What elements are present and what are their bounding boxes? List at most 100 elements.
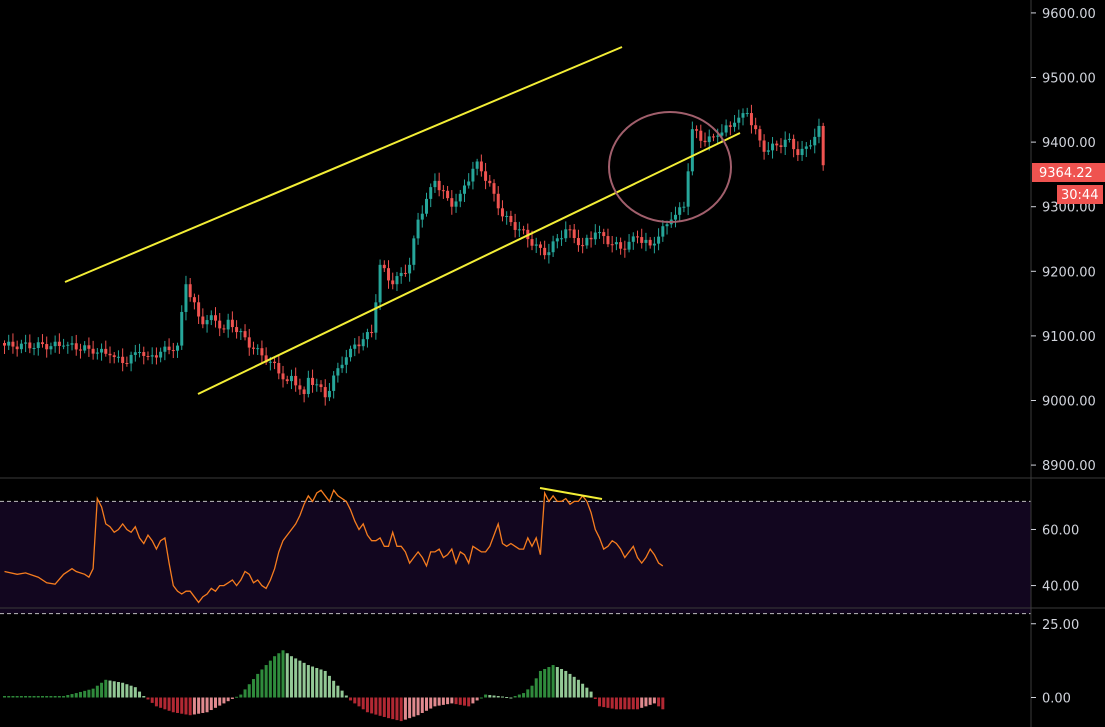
candle[interactable] — [395, 271, 399, 291]
candle[interactable] — [91, 340, 95, 360]
candle[interactable] — [606, 228, 610, 248]
candle[interactable] — [78, 343, 82, 359]
candle[interactable] — [40, 334, 44, 348]
candle[interactable] — [285, 375, 289, 385]
candle[interactable] — [560, 230, 564, 246]
channel-lower-trendline[interactable] — [197, 132, 741, 395]
candle[interactable] — [484, 162, 488, 190]
candle[interactable] — [657, 228, 661, 251]
candle[interactable] — [598, 225, 602, 239]
candle[interactable] — [627, 234, 631, 253]
candle[interactable] — [441, 185, 445, 199]
candle[interactable] — [623, 240, 627, 258]
candle[interactable] — [543, 240, 547, 260]
candle[interactable] — [247, 328, 251, 356]
candle[interactable] — [728, 121, 732, 136]
candle[interactable] — [28, 334, 32, 354]
candle[interactable] — [214, 307, 217, 328]
candle[interactable] — [150, 347, 154, 365]
candle[interactable] — [686, 163, 690, 216]
candle[interactable] — [32, 343, 36, 356]
candle[interactable] — [749, 104, 753, 134]
candle[interactable] — [311, 369, 315, 393]
candle[interactable] — [555, 234, 559, 249]
candle[interactable] — [260, 340, 264, 364]
candle[interactable] — [745, 107, 749, 117]
candle[interactable] — [644, 232, 648, 252]
candle[interactable] — [492, 179, 496, 202]
candle[interactable] — [568, 224, 572, 238]
candle[interactable] — [19, 339, 23, 354]
candle[interactable] — [678, 202, 682, 222]
candle[interactable] — [766, 141, 770, 155]
candle[interactable] — [614, 236, 618, 251]
candle[interactable] — [564, 221, 568, 242]
candle[interactable] — [775, 140, 779, 151]
candle[interactable] — [378, 259, 382, 310]
candle[interactable] — [522, 225, 526, 235]
candle[interactable] — [631, 232, 635, 250]
candle[interactable] — [306, 370, 310, 398]
candle[interactable] — [673, 206, 677, 228]
candle[interactable] — [471, 161, 475, 190]
candle[interactable] — [222, 324, 226, 333]
candle[interactable] — [636, 230, 639, 244]
candle[interactable] — [450, 190, 454, 215]
candle[interactable] — [57, 333, 61, 354]
candle[interactable] — [391, 272, 395, 290]
candle[interactable] — [382, 260, 386, 273]
candle[interactable] — [138, 343, 142, 358]
candle[interactable] — [699, 124, 703, 149]
candle[interactable] — [116, 350, 120, 363]
candle[interactable] — [454, 193, 458, 213]
highlight-circle[interactable] — [608, 111, 732, 223]
candle[interactable] — [192, 293, 196, 310]
candle[interactable] — [243, 324, 247, 341]
candle[interactable] — [7, 334, 11, 351]
rsi-divergence-trendline[interactable] — [539, 487, 603, 500]
candle[interactable] — [437, 172, 441, 197]
candle[interactable] — [108, 346, 112, 364]
candle[interactable] — [230, 311, 234, 333]
candle[interactable] — [517, 221, 521, 238]
candle[interactable] — [467, 173, 471, 189]
candle[interactable] — [817, 118, 821, 144]
candle[interactable] — [298, 378, 302, 395]
candle[interactable] — [11, 333, 15, 354]
candle[interactable] — [327, 382, 331, 402]
candle[interactable] — [142, 346, 146, 365]
candle[interactable] — [821, 122, 825, 171]
candle[interactable] — [479, 154, 483, 177]
candle[interactable] — [619, 237, 623, 255]
candle[interactable] — [509, 210, 513, 227]
candle[interactable] — [167, 338, 171, 355]
candle[interactable] — [783, 131, 787, 156]
candle[interactable] — [420, 205, 424, 228]
candle[interactable] — [505, 211, 509, 225]
candle[interactable] — [425, 192, 428, 217]
candle[interactable] — [315, 378, 319, 392]
candle[interactable] — [201, 308, 205, 329]
candle[interactable] — [205, 314, 209, 333]
candle[interactable] — [758, 125, 762, 148]
channel-upper-trendline[interactable] — [64, 46, 623, 283]
candle[interactable] — [125, 356, 129, 367]
candle[interactable] — [62, 338, 66, 350]
candle[interactable] — [49, 342, 53, 355]
candle[interactable] — [703, 132, 707, 147]
candle[interactable] — [133, 344, 137, 362]
candle[interactable] — [576, 229, 580, 252]
candle[interactable] — [652, 236, 656, 254]
candle[interactable] — [513, 213, 517, 238]
candle[interactable] — [804, 142, 808, 158]
candle[interactable] — [446, 185, 450, 201]
candle[interactable] — [475, 158, 479, 176]
candle[interactable] — [87, 337, 91, 357]
candle[interactable] — [462, 179, 466, 203]
candle[interactable] — [682, 201, 686, 213]
candle[interactable] — [357, 336, 361, 354]
candle[interactable] — [733, 115, 737, 132]
candle[interactable] — [129, 351, 133, 372]
candle[interactable] — [323, 379, 327, 406]
candle[interactable] — [3, 340, 6, 354]
